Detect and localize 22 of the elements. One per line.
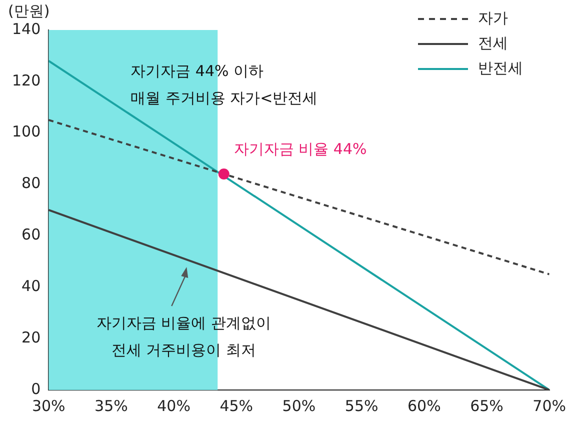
- legend-label: 전세: [478, 34, 508, 53]
- x-tick-label: 70%: [532, 396, 566, 415]
- y-tick-label: 120: [12, 71, 41, 90]
- y-tick-label: 40: [22, 277, 41, 296]
- x-tick-label: 50%: [282, 396, 316, 415]
- x-tick-label: 65%: [470, 396, 504, 415]
- y-tick-label: 20: [22, 328, 41, 346]
- x-tick-label: 40%: [157, 396, 190, 415]
- y-tick-label: 140: [12, 20, 41, 38]
- y-tick-label: 100: [12, 122, 41, 141]
- annotation: 자기자금 비율 44%: [234, 140, 367, 158]
- x-tick-label: 30%: [32, 396, 66, 415]
- legend-label: 자가: [478, 9, 508, 28]
- x-tick-label: 45%: [220, 396, 254, 415]
- y-axis-title: (만원): [8, 2, 50, 20]
- x-tick-label: 55%: [344, 396, 378, 415]
- legend-label: 반전세: [478, 59, 523, 78]
- x-tick-label: 35%: [94, 396, 128, 415]
- y-tick-label: 0: [31, 380, 41, 398]
- x-tick-label: 60%: [407, 396, 441, 415]
- y-tick-label: 80: [22, 174, 41, 192]
- y-tick-label: 60: [22, 226, 41, 244]
